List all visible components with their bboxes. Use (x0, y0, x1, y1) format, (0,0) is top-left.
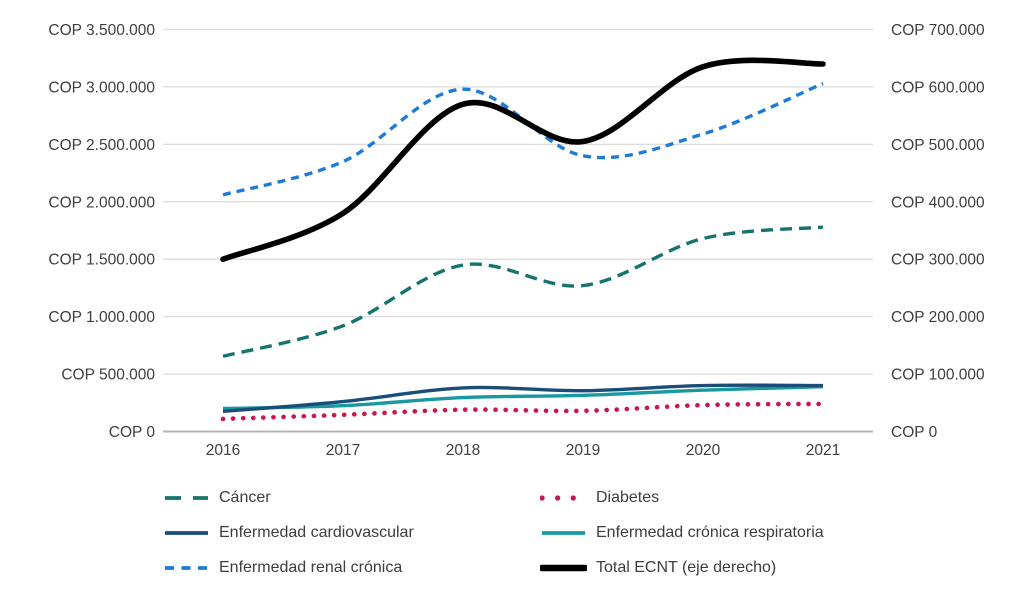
line-chart-plot: COP 0 COP 500.000 COP 1.000.000 COP 1.500.0… (48, 22, 985, 459)
left-axis-tick-label: COP 0 (109, 424, 156, 441)
series-line-diabetes (220, 401, 826, 422)
left-axis-tick-label: COP 2.500.000 (48, 137, 155, 154)
legend-label: Diabetes (596, 489, 660, 506)
x-axis-tick-label: 2018 (446, 442, 480, 459)
right-axis-tick-label: COP 400.000 (891, 194, 985, 211)
x-axis-tick-label: 2019 (566, 442, 600, 459)
right-axis-tick-label: COP 600.000 (891, 79, 985, 96)
left-axis-tick-label: COP 3.500.000 (48, 22, 155, 39)
legend-item-diabetes: Diabetes (540, 488, 659, 508)
series-line-enfermedad-cronica-respiratoria (222, 385, 824, 411)
legend-label: Cáncer (219, 489, 271, 506)
right-axis-tick-label: COP 700.000 (891, 22, 985, 39)
legend-marker-enfermedad-renal-cronica (165, 566, 208, 570)
left-axis-tick-label: COP 3.000.000 (48, 79, 155, 96)
legend-marker-enfermedad-cronica-respiratoria (542, 531, 585, 535)
legend-marker-diabetes (540, 495, 587, 501)
left-axis-tick-label: COP 1.500.000 (48, 252, 155, 269)
left-axis-tick-label: COP 2.000.000 (48, 194, 155, 211)
legend-label: Enfermedad renal crónica (219, 559, 403, 576)
left-axis-tick-label: COP 1.000.000 (48, 309, 155, 326)
legend-item-enfermedad-renal-cronica: Enfermedad renal crónica (163, 558, 402, 578)
right-axis-tick-label: COP 100.000 (891, 367, 985, 384)
legend-item-enfermedad-cronica-respiratoria: Enfermedad crónica respiratoria (540, 523, 824, 543)
right-axis-tick-label: COP 500.000 (891, 137, 985, 154)
legend-label: Total ECNT (eje derecho) (596, 559, 777, 576)
right-axis-tick-label: COP 0 (891, 424, 938, 441)
right-axis-tick-label: COP 300.000 (891, 252, 985, 269)
legend-item-cancer: Cáncer (163, 488, 271, 508)
x-axis-tick-label: 2017 (326, 442, 360, 459)
legend-item-enfermedad-cardiovascular: Enfermedad cardiovascular (163, 523, 414, 543)
legend-marker-enfermedad-cardiovascular (165, 531, 208, 535)
series-line-enfermedad-renal-cronica (222, 81, 824, 197)
legend-label: Enfermedad cardiovascular (219, 524, 414, 541)
legend-marker-cancer (165, 496, 208, 500)
x-axis-tick-label: 2020 (686, 442, 721, 459)
left-axis-tick-label: COP 500.000 (61, 367, 155, 384)
series-line-enfermedad-cardiovascular (222, 383, 824, 414)
series-line-cancer (222, 225, 824, 358)
legend-marker-total-ecnt-eje-derecho (540, 564, 587, 572)
legend-label: Enfermedad crónica respiratoria (596, 524, 824, 541)
right-axis-tick-label: COP 200.000 (891, 309, 985, 326)
x-axis-tick-label: 2021 (806, 442, 840, 459)
legend-item-total-ecnt-eje-derecho: Total ECNT (eje derecho) (540, 558, 776, 578)
x-axis-tick-label: 2016 (206, 442, 240, 459)
series-line-total-ecnt-eje-derecho (220, 57, 826, 262)
